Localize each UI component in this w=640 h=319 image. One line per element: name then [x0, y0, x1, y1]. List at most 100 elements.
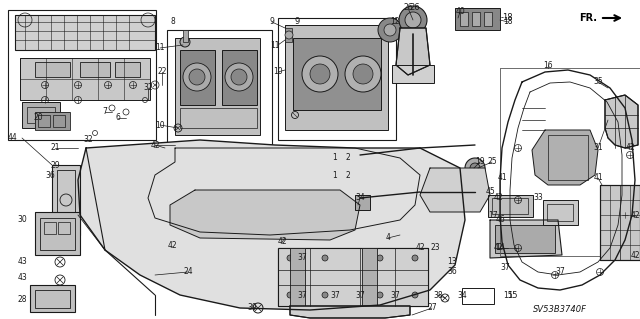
Text: 37: 37: [390, 291, 400, 300]
Circle shape: [399, 6, 427, 34]
Polygon shape: [78, 140, 465, 310]
Text: 28: 28: [17, 295, 27, 305]
Circle shape: [285, 31, 293, 39]
Text: 34: 34: [457, 291, 467, 300]
Circle shape: [310, 64, 330, 84]
Text: 30: 30: [17, 216, 27, 225]
Polygon shape: [183, 30, 188, 42]
Circle shape: [183, 63, 211, 91]
Bar: [52, 165, 80, 235]
Text: 15: 15: [503, 291, 513, 300]
Bar: [492, 198, 528, 214]
Text: 6: 6: [116, 114, 120, 122]
Circle shape: [322, 255, 328, 261]
Bar: [35, 290, 70, 308]
Bar: [495, 225, 555, 253]
Text: 14: 14: [495, 243, 505, 253]
Text: 24: 24: [183, 268, 193, 277]
Circle shape: [225, 63, 253, 91]
Circle shape: [392, 222, 408, 238]
Bar: [278, 18, 396, 140]
Bar: [80, 62, 110, 77]
Text: 42: 42: [277, 238, 287, 247]
Polygon shape: [15, 15, 155, 50]
Text: 40: 40: [455, 8, 465, 17]
Text: 42: 42: [150, 140, 160, 150]
Circle shape: [386, 216, 414, 244]
Bar: [180, 50, 215, 105]
Text: 22: 22: [157, 68, 167, 77]
Text: 37: 37: [355, 291, 365, 300]
Circle shape: [353, 64, 373, 84]
Bar: [175, 38, 260, 135]
Circle shape: [465, 158, 485, 178]
Text: 10: 10: [273, 68, 283, 77]
Text: 21: 21: [51, 144, 60, 152]
Text: 37: 37: [297, 254, 307, 263]
Text: 37: 37: [555, 268, 565, 277]
Polygon shape: [600, 185, 640, 260]
Text: 33: 33: [533, 194, 543, 203]
Circle shape: [287, 292, 293, 298]
Bar: [285, 25, 388, 130]
Circle shape: [470, 163, 480, 173]
Text: 42: 42: [415, 243, 425, 253]
Text: 42: 42: [167, 241, 177, 249]
Text: SV53B3740F: SV53B3740F: [533, 306, 587, 315]
Circle shape: [345, 56, 381, 92]
Text: FR.: FR.: [579, 13, 597, 23]
Polygon shape: [420, 168, 490, 212]
Text: 16: 16: [543, 61, 553, 70]
Text: 1: 1: [333, 170, 337, 180]
Bar: [455, 8, 500, 30]
Text: 17: 17: [488, 211, 498, 219]
Polygon shape: [278, 248, 428, 306]
Text: 39: 39: [247, 303, 257, 313]
Bar: [44, 222, 56, 234]
Bar: [57, 170, 75, 228]
Polygon shape: [396, 28, 430, 75]
Text: 20: 20: [33, 114, 43, 122]
Circle shape: [384, 24, 396, 36]
Polygon shape: [175, 38, 260, 135]
Text: 37: 37: [297, 291, 307, 300]
Text: 42: 42: [630, 211, 640, 219]
Bar: [355, 195, 370, 210]
Text: 31: 31: [593, 144, 603, 152]
Polygon shape: [340, 152, 370, 186]
Text: 9: 9: [269, 18, 275, 26]
Text: 15: 15: [507, 291, 517, 300]
Polygon shape: [490, 220, 562, 258]
Bar: [462, 288, 494, 304]
Bar: [27, 107, 55, 123]
Circle shape: [412, 292, 418, 298]
Text: 37: 37: [330, 291, 340, 300]
Text: 36: 36: [447, 268, 457, 277]
Text: 44: 44: [7, 133, 17, 143]
Bar: [222, 50, 257, 105]
Polygon shape: [35, 112, 70, 130]
Text: 36: 36: [45, 170, 55, 180]
Text: 37: 37: [500, 263, 510, 272]
Bar: [35, 112, 70, 130]
Text: 13: 13: [447, 257, 457, 266]
Circle shape: [405, 12, 421, 28]
Polygon shape: [170, 190, 360, 240]
Text: 43: 43: [17, 273, 27, 283]
Circle shape: [377, 292, 383, 298]
Polygon shape: [290, 306, 410, 318]
Polygon shape: [455, 8, 500, 30]
Circle shape: [378, 18, 402, 42]
Bar: [543, 200, 578, 225]
Bar: [30, 285, 75, 312]
Text: 10: 10: [155, 121, 165, 130]
Text: 35: 35: [593, 78, 603, 86]
Text: -: -: [500, 13, 504, 23]
Text: 43: 43: [17, 257, 27, 266]
Text: 26: 26: [403, 4, 413, 12]
Bar: [35, 212, 80, 255]
Bar: [278, 248, 428, 306]
Text: 25: 25: [487, 158, 497, 167]
Polygon shape: [605, 95, 638, 148]
Text: 7: 7: [102, 108, 108, 116]
